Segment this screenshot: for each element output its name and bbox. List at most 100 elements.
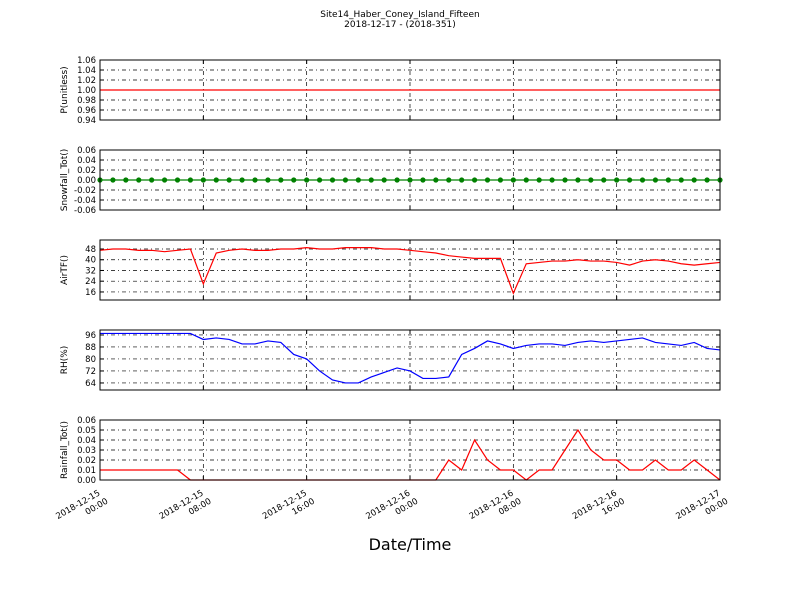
y-tick-label: 0.94 [77, 116, 96, 126]
data-point [459, 177, 465, 183]
data-point [136, 177, 142, 183]
data-point [407, 177, 413, 183]
data-point [575, 177, 581, 183]
y-axis-label: Snowfall_Tot() [60, 149, 70, 212]
y-tick-label: 72 [85, 367, 96, 377]
y-tick-label: 0.02 [77, 456, 96, 466]
axes-frame [99, 149, 721, 211]
y-tick-label: 0.00 [77, 176, 96, 186]
data-point [355, 177, 361, 183]
x-tick-label: 2018-12-15 00:00 [54, 487, 110, 531]
x-tick-label: 2018-12-16 08:00 [468, 487, 524, 531]
y-tick-label: -0.06 [74, 206, 96, 216]
data-point [368, 177, 374, 183]
chart-subtitle: 2018-12-17 - (2018-351) [344, 20, 456, 30]
data-point [200, 177, 206, 183]
data-point [497, 177, 504, 183]
data-point [420, 177, 426, 183]
y-tick-label: 1.04 [77, 66, 96, 76]
data-point [329, 177, 336, 183]
y-tick-label: 0.05 [77, 426, 96, 436]
data-point [161, 177, 168, 183]
data-point [291, 177, 297, 183]
axes-frame [99, 239, 721, 301]
x-tick-label: 2018-12-16 00:00 [364, 487, 420, 531]
data-point [562, 177, 568, 183]
y-axis-label: AirTF() [60, 255, 70, 285]
y-tick-label: 0.06 [77, 146, 96, 156]
data-point [149, 177, 155, 183]
data-point [652, 177, 659, 183]
y-tick-label: 80 [85, 355, 96, 365]
data-point [614, 177, 620, 183]
y-axis-label: RH(%) [60, 346, 70, 375]
data-point [213, 177, 219, 183]
data-point [523, 177, 529, 183]
data-point [678, 177, 684, 183]
y-tick-label: 24 [85, 277, 96, 287]
axes-frame [99, 329, 721, 391]
data-point [471, 177, 478, 183]
y-tick-label: 40 [85, 256, 96, 266]
data-point [639, 177, 646, 183]
data-point [704, 177, 710, 183]
data-point [665, 177, 671, 183]
data-point [588, 177, 594, 183]
data-point [226, 177, 232, 183]
data-point [433, 177, 439, 183]
y-tick-label: 16 [85, 288, 96, 298]
y-tick-label: 0.02 [77, 166, 96, 176]
data-point [316, 177, 323, 183]
data-point [239, 177, 245, 183]
data-point [304, 177, 310, 183]
y-tick-label: 1.06 [77, 56, 96, 66]
data-point [601, 177, 607, 183]
y-tick-label: 0.04 [77, 156, 96, 166]
data-point [265, 177, 271, 183]
data-point [187, 177, 194, 183]
x-tick-label: 2018-12-15 08:00 [158, 487, 214, 531]
data-point [691, 177, 697, 183]
data-point [381, 177, 387, 183]
y-tick-label: 0.04 [77, 436, 96, 446]
x-tick-label: 2018-12-15 16:00 [261, 487, 317, 531]
data-line [99, 247, 721, 295]
x-tick-label: 2018-12-17 00:00 [674, 487, 730, 531]
data-point [549, 177, 555, 183]
data-point [484, 177, 491, 183]
axes-frame [99, 59, 721, 121]
y-tick-label: 96 [85, 331, 96, 341]
data-point [446, 177, 452, 183]
data-point [510, 177, 516, 183]
y-tick-label: 1.02 [77, 76, 96, 86]
data-point [252, 177, 258, 183]
y-tick-label: 0.01 [77, 466, 96, 476]
data-point [278, 177, 284, 183]
y-tick-label: 0.98 [77, 96, 96, 106]
y-axis-label: Rainfall_Tot() [60, 421, 70, 479]
data-point [174, 177, 181, 183]
y-tick-label: 0.06 [77, 416, 96, 426]
x-tick-label: 2018-12-16 16:00 [571, 487, 627, 531]
y-tick-label: -0.02 [74, 186, 96, 196]
data-point [536, 177, 542, 183]
x-axis-label: Date/Time [369, 535, 452, 554]
data-point [394, 177, 400, 183]
y-tick-label: 0.96 [77, 106, 96, 116]
chart-title: Site14_Haber_Coney_Island_Fifteen [320, 10, 479, 20]
y-tick-label: 0.00 [77, 476, 96, 486]
data-point [123, 177, 129, 183]
axes-frame [99, 419, 721, 481]
y-tick-label: -0.04 [74, 196, 96, 206]
y-tick-label: 0.03 [77, 446, 96, 456]
y-tick-label: 32 [85, 266, 96, 276]
y-tick-label: 88 [85, 343, 96, 353]
y-tick-label: 48 [85, 245, 96, 255]
y-tick-label: 1.00 [77, 86, 96, 96]
y-axis-label: P(unitless) [60, 66, 70, 113]
data-point [626, 177, 633, 183]
data-point [110, 177, 116, 183]
data-line [100, 332, 721, 384]
